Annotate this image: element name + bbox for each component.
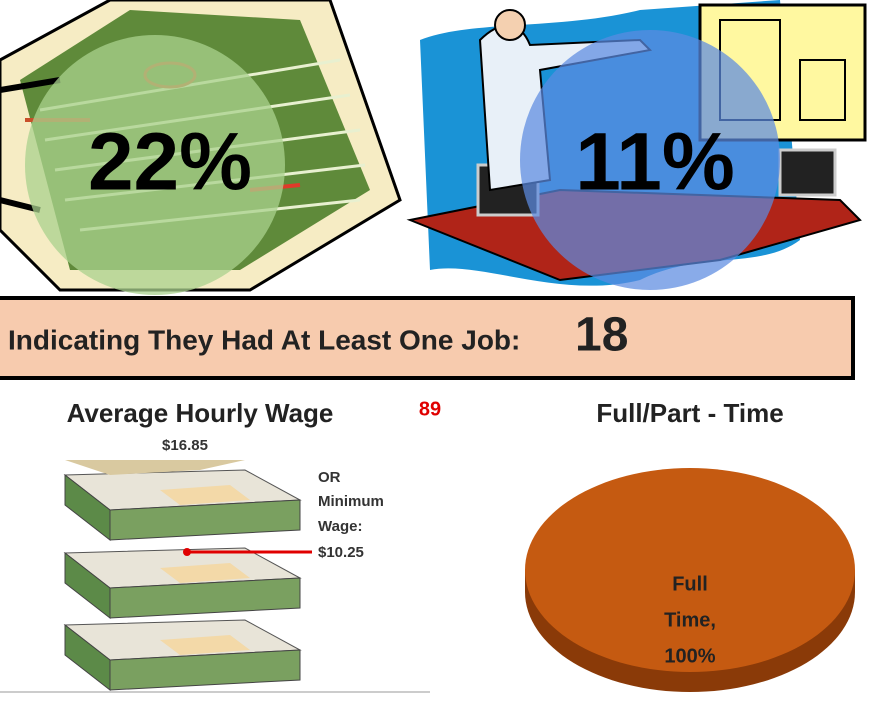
min-wage-line: OR — [318, 469, 341, 486]
money-stacks — [63, 460, 302, 691]
banner-value: 18 — [575, 309, 628, 362]
banner-text: Indicating They Had At Least One Job: — [8, 324, 520, 355]
min-wage-line: $10.25 — [318, 544, 364, 561]
pie-slice — [525, 468, 855, 672]
pie-label: Time, — [664, 609, 716, 631]
banner — [0, 296, 855, 380]
wage-title: Average Hourly Wage — [67, 398, 334, 428]
pointer-dot — [183, 548, 191, 556]
min-wage-line: Minimum — [318, 493, 384, 510]
wage-note: 89 — [419, 398, 441, 420]
pie-label: 100% — [664, 645, 715, 667]
highlight-circle — [25, 35, 285, 295]
right-stat: 11% — [575, 117, 735, 208]
average-wage: $16.85 — [162, 437, 208, 454]
pie-label: Full — [672, 573, 708, 595]
pie-title: Full/Part - Time — [596, 398, 783, 428]
left-stat: 22% — [88, 117, 252, 208]
min-wage-line: Wage: — [318, 518, 362, 535]
highlight-circle — [520, 30, 780, 290]
